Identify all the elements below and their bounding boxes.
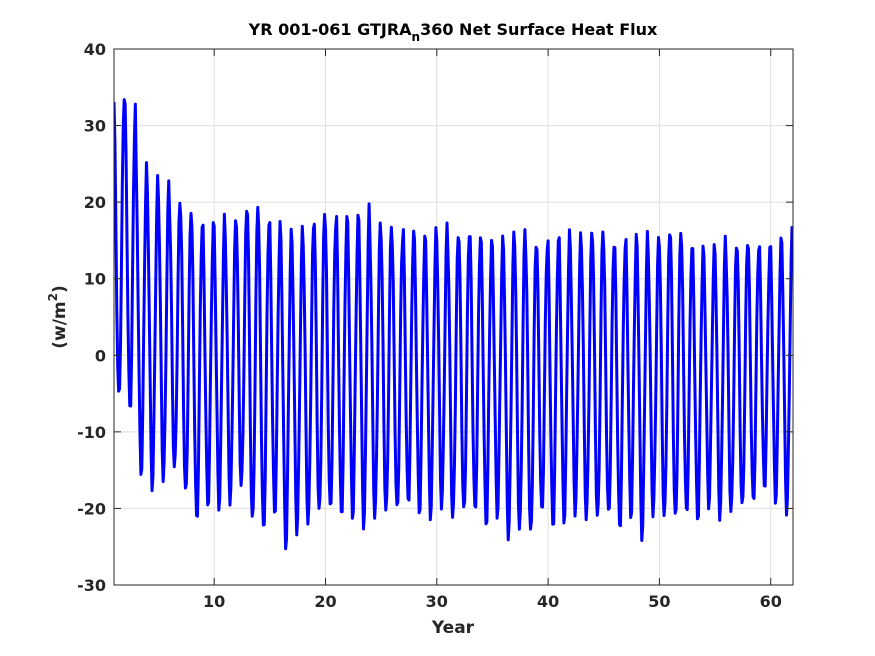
y-tick-label: -10 [77, 423, 106, 442]
x-tick-label: 20 [314, 592, 336, 611]
x-tick-label: 50 [648, 592, 670, 611]
x-tick-label: 10 [203, 592, 225, 611]
y-tick-label: 20 [84, 193, 106, 212]
x-tick-label: 60 [760, 592, 782, 611]
series-line-net-heat-flux [114, 98, 793, 551]
plot-frame [113, 48, 794, 586]
y-tick-label: -30 [77, 576, 106, 595]
y-axis-label-main: (w/m [50, 301, 70, 348]
chart-title-subscript: n [412, 30, 421, 44]
tick-labels: 10 20 30 40 50 60 -30 -20 -10 0 10 20 30 40 [77, 40, 782, 611]
y-tick-label: 30 [84, 117, 106, 136]
y-tick-label: -20 [77, 499, 106, 518]
y-axis-label: (w/m2) [46, 285, 70, 349]
y-tick-label: 40 [84, 40, 106, 59]
x-axis-label: Year [431, 618, 475, 638]
y-tick-label: 0 [95, 346, 106, 365]
y-tick-label: 10 [84, 270, 106, 289]
chart-title-main: YR 001-061 GTJRA [248, 20, 413, 39]
x-tick-label: 30 [426, 592, 448, 611]
chart-title-rest: 360 Net Surface Heat Flux [420, 20, 658, 39]
axis-ticks [114, 48, 793, 586]
y-axis-label-superscript: 2 [46, 293, 60, 301]
y-axis-label-close: ) [50, 285, 70, 293]
chart-title: YR 001-061 GTJRAn360 Net Surface Heat Fl… [248, 20, 658, 44]
x-tick-label: 40 [537, 592, 559, 611]
